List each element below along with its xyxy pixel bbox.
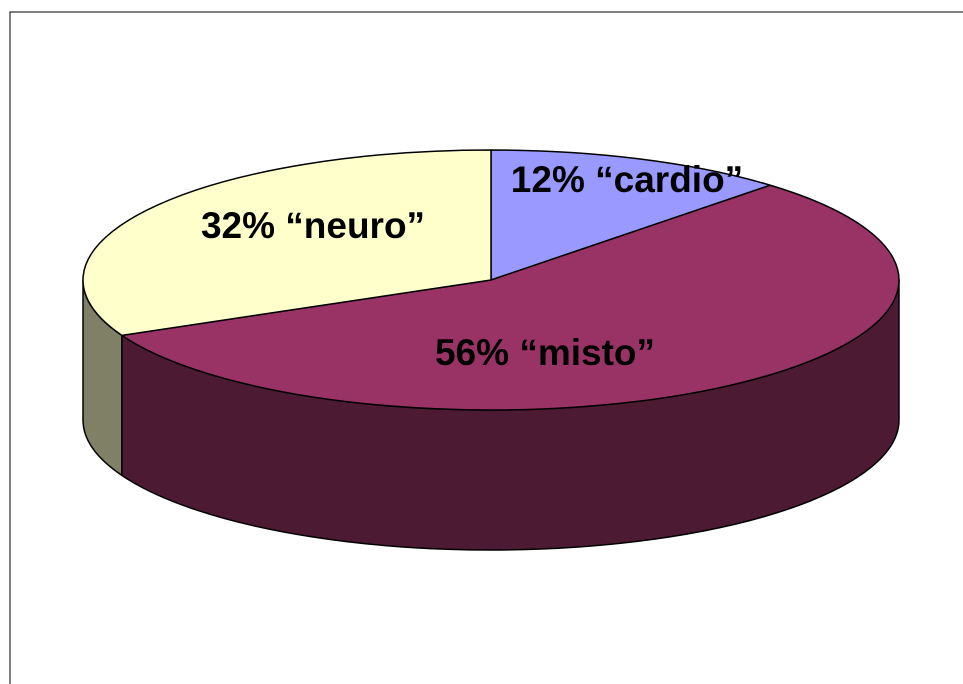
slice-label: 32% “neuro” [201,205,425,246]
slice-category-label: “misto” [509,332,655,373]
slice-value-label: 32% [201,205,275,246]
pie-slice [490,149,772,281]
slice-value-label: 12% [511,159,585,200]
slice-value-label: 56% [435,332,509,373]
pie-slice [121,184,900,411]
pie-slice [82,149,492,337]
slice-label: 12% “cardio” [511,159,743,200]
slice-label: 56% “misto” [435,332,655,373]
slice-category-label: “cardio” [585,159,743,200]
slice-category-label: “neuro” [275,205,425,246]
pie: 12% “cardio” 56% “misto” 32% “neuro” [82,149,900,551]
